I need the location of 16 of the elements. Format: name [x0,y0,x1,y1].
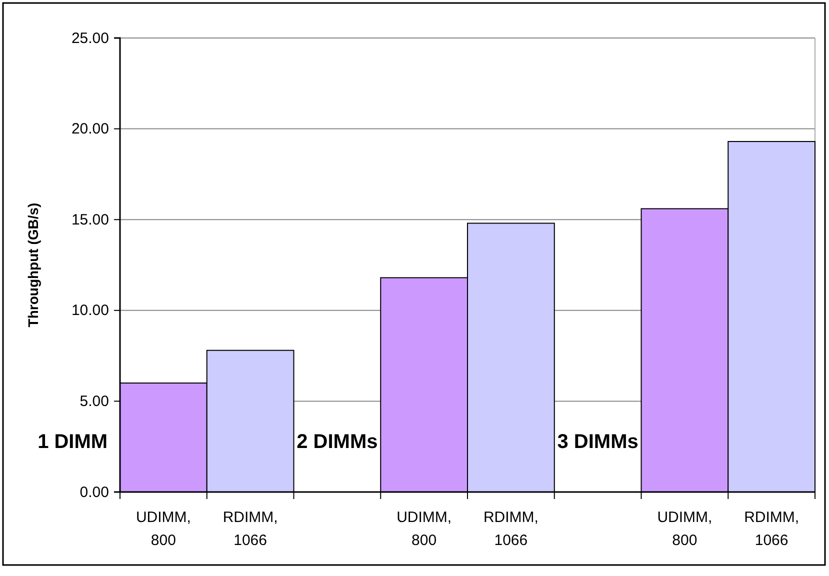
y-tick-label: 20.00 [71,120,109,138]
annotation: 3 DIMMs [557,431,638,453]
x-tick-label: UDIMM, 800 [136,509,191,549]
y-tick-label: 5.00 [80,393,109,410]
x-tick-label: RDIMM, 1066 [483,509,538,549]
x-tick-label: RDIMM, 1066 [222,509,278,549]
x-tick-label: RDIMM, 1066 [744,509,800,549]
y-tick-label: 25.00 [71,30,109,47]
x-tick-label: UDIMM, 800 [657,509,712,549]
annotation: 2 DIMMs [296,431,378,453]
y-tick-label: 0.00 [80,484,109,501]
y-tick-label: 15.00 [71,211,109,228]
y-axis-title: Throughput (GB/s) [25,202,41,328]
text: 1 DIMM [38,431,108,453]
y-tick-label: 10.00 [71,302,109,320]
x-tick-label: UDIMM, 800 [396,509,452,549]
